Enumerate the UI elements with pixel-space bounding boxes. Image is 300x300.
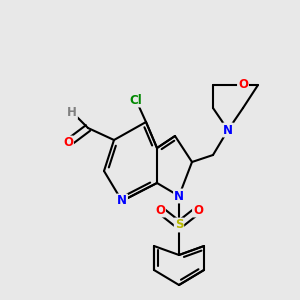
Text: Cl: Cl [130, 94, 142, 106]
Text: N: N [174, 190, 184, 202]
Text: O: O [155, 203, 165, 217]
Text: S: S [175, 218, 183, 232]
Text: O: O [193, 203, 203, 217]
Text: O: O [63, 136, 73, 149]
Text: N: N [223, 124, 233, 136]
Text: O: O [238, 79, 248, 92]
Text: H: H [67, 106, 77, 118]
Text: N: N [117, 194, 127, 208]
